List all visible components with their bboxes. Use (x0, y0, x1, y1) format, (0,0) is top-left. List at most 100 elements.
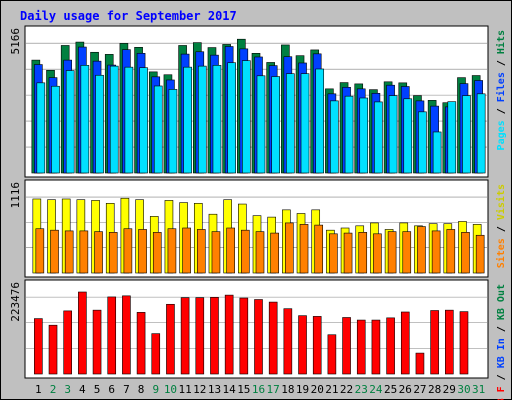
bar-kb-f-day-14 (224, 294, 234, 375)
panel-sites: 1116 Sites / Visits (9, 179, 507, 278)
bar-kb-f-day-10 (166, 303, 175, 375)
series-label-part: / (496, 54, 507, 72)
bar-kb-f-day-27 (415, 352, 425, 375)
bar-kb-f-day-12 (195, 297, 205, 375)
scale-label-kbytes: 223476 (9, 282, 22, 322)
bar-sites-day-24 (373, 233, 382, 274)
bar-pages-day-28 (432, 131, 442, 174)
bar-kb-f-day-2 (48, 324, 58, 375)
bar-kb-f-day-23 (356, 319, 366, 375)
bar-sites-day-13 (211, 231, 221, 274)
bar-sites-day-1 (35, 228, 45, 274)
bar-sites-day-23 (358, 232, 368, 274)
panel-hits: 5166 Pages / Files / Hits (9, 25, 507, 178)
tick-label-day-12: 12 (193, 383, 206, 396)
series-label-part: / (496, 320, 507, 338)
bar-sites-day-10 (167, 228, 177, 274)
tick-label-day-27: 27 (413, 383, 426, 396)
bar-kb-f-day-15 (239, 297, 249, 375)
bar-sites-day-7 (123, 228, 133, 274)
bar-sites-day-21 (329, 233, 338, 274)
chart-title: Daily usage for September 2017 (20, 9, 237, 23)
bar-pages-day-2 (51, 85, 60, 174)
tick-label-day-31: 31 (472, 383, 485, 396)
series-label-part: / (496, 102, 507, 120)
bar-sites-day-22 (343, 232, 353, 274)
bar-kb-f-day-19 (298, 315, 307, 375)
tick-label-day-15: 15 (237, 383, 250, 396)
bar-sites-day-31 (475, 234, 485, 274)
bar-pages-day-14 (227, 62, 236, 174)
bar-kb-f-day-20 (312, 316, 322, 375)
series-label-part: Sites (495, 238, 507, 268)
bar-pages-day-9 (153, 85, 163, 174)
tick-label-day-7: 7 (123, 383, 130, 396)
bar-pages-day-17 (271, 76, 280, 174)
tick-label-day-24: 24 (369, 383, 383, 396)
bar-pages-day-20 (315, 68, 325, 174)
bar-pages-day-6 (109, 65, 119, 174)
scale-label-hits: 5166 (9, 28, 22, 55)
series-label-part: / (496, 368, 507, 386)
bar-pages-day-19 (300, 73, 310, 174)
bar-pages-day-7 (124, 66, 134, 174)
bar-pages-day-30 (462, 95, 471, 174)
bar-kb-f-day-29 (445, 309, 454, 375)
bar-sites-day-19 (299, 224, 309, 274)
tick-label-day-2: 2 (50, 383, 57, 396)
bar-pages-day-1 (36, 82, 46, 174)
tick-label-day-21: 21 (325, 383, 338, 396)
bar-pages-day-5 (95, 74, 104, 174)
bar-kb-f-day-17 (268, 301, 278, 375)
tick-label-day-3: 3 (64, 383, 71, 396)
bar-kb-f-day-16 (254, 299, 263, 375)
tick-label-day-18: 18 (281, 383, 294, 396)
bar-sites-day-4 (79, 230, 89, 274)
series-label-part: Pages (496, 120, 507, 150)
bar-sites-day-9 (152, 232, 162, 274)
bar-sites-day-29 (446, 229, 456, 274)
tick-label-day-1: 1 (35, 383, 42, 396)
bar-sites-day-30 (461, 232, 470, 274)
tick-label-day-8: 8 (138, 383, 145, 396)
bar-sites-day-17 (270, 232, 279, 274)
series-label-sites: Sites / Visits (495, 184, 507, 268)
tick-label-day-9: 9 (152, 383, 159, 396)
tick-label-day-4: 4 (79, 383, 86, 396)
bar-kb-f-day-5 (92, 309, 102, 375)
tick-label-day-26: 26 (399, 383, 412, 396)
tick-label-day-25: 25 (384, 383, 397, 396)
bar-sites-day-27 (417, 226, 426, 274)
bar-sites-day-28 (431, 230, 441, 274)
bar-kb-f-day-9 (151, 333, 161, 375)
bar-kb-f-day-3 (63, 310, 72, 375)
bar-pages-day-24 (374, 101, 383, 174)
bar-kb-f-day-6 (107, 296, 117, 375)
x-axis-labels: 1 2 3 4 5 6 7 8 9 10 11 12 13 14 15 16 17 18 19 20 21 22 23 24 2… (35, 383, 485, 396)
bar-pages-day-31 (476, 93, 486, 174)
bar-pages-day-29 (447, 101, 457, 174)
series-label-part: Visits (495, 184, 507, 220)
tick-label-day-14: 14 (223, 383, 237, 396)
bar-pages-day-26 (403, 98, 413, 174)
tick-label-day-6: 6 (108, 383, 115, 396)
bar-kb-f-day-4 (78, 291, 87, 375)
bar-sites-day-20 (314, 224, 324, 274)
series-label-kbytes: KB F / KB In / KB Out (496, 284, 507, 400)
tick-label-day-10: 10 (164, 383, 177, 396)
bar-pages-day-4 (80, 65, 90, 174)
bar-sites-day-8 (138, 229, 147, 274)
series-label-part: KB Out (496, 284, 507, 320)
bar-pages-day-22 (344, 95, 354, 174)
bar-kb-f-day-30 (459, 311, 469, 375)
bar-kb-f-day-25 (386, 317, 395, 375)
bar-sites-day-2 (50, 229, 59, 274)
bar-sites-day-14 (226, 227, 235, 274)
bar-pages-day-27 (418, 111, 427, 174)
bar-kb-f-day-21 (327, 334, 337, 375)
series-label-part: / (496, 220, 507, 238)
series-label-part: Files (495, 72, 507, 102)
bar-pages-day-10 (168, 89, 178, 174)
bar-kb-f-day-28 (430, 310, 439, 375)
bar-kb-f-day-24 (371, 319, 381, 375)
